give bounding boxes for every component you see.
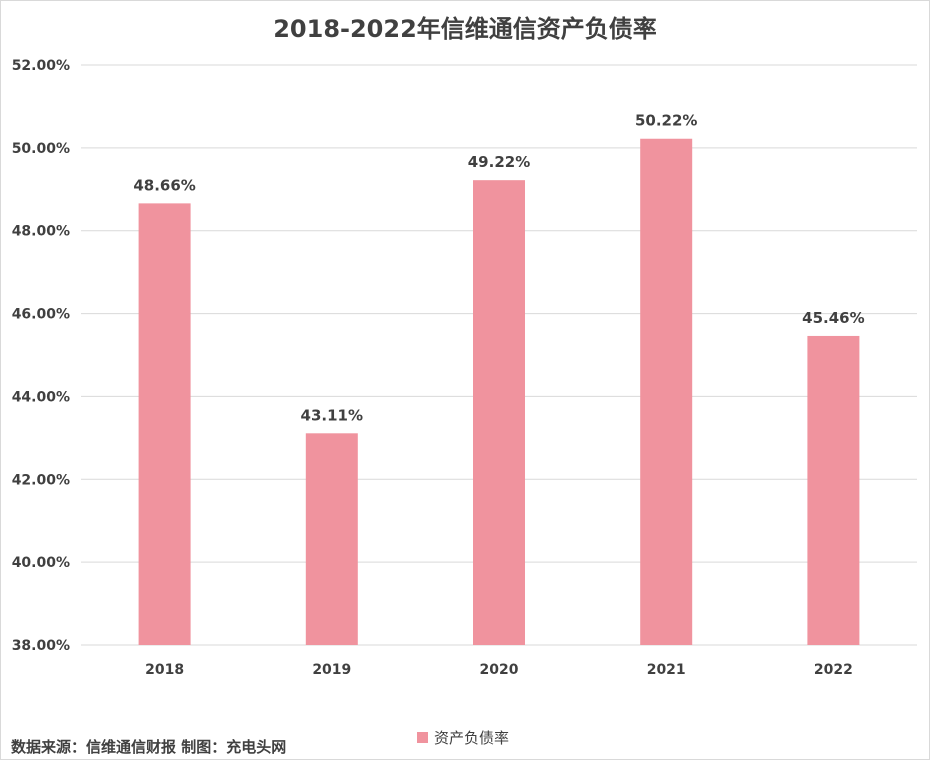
y-tick-label: 48.00% bbox=[12, 224, 70, 240]
bar bbox=[305, 433, 358, 645]
legend: 资产负债率 bbox=[417, 727, 509, 748]
bars bbox=[138, 138, 860, 645]
bar bbox=[138, 203, 191, 645]
data-labels: 48.66% 43.11% 49.22% 50.22% 45.46% bbox=[133, 112, 864, 425]
legend-swatch bbox=[417, 732, 428, 743]
y-tick-label: 40.00% bbox=[12, 555, 70, 571]
y-tick-label: 44.00% bbox=[12, 389, 70, 405]
x-tick-label: 2020 bbox=[480, 662, 519, 678]
y-tick-label: 42.00% bbox=[12, 472, 70, 488]
data-label: 48.66% bbox=[133, 176, 195, 194]
bar bbox=[473, 180, 525, 645]
x-axis-tick-labels: 2018 2019 2020 2021 2022 bbox=[145, 662, 853, 678]
x-tick-label: 2022 bbox=[814, 662, 853, 678]
data-label: 45.46% bbox=[802, 309, 864, 327]
source-note: 数据来源：信维通信财报 制图：充电头网 bbox=[11, 738, 287, 756]
bar bbox=[640, 138, 693, 645]
legend-label: 资产负债率 bbox=[434, 729, 510, 747]
y-tick-label: 38.00% bbox=[12, 638, 70, 654]
data-label: 49.22% bbox=[468, 153, 530, 171]
y-tick-label: 50.00% bbox=[12, 141, 70, 157]
data-label: 50.22% bbox=[635, 112, 697, 130]
bar bbox=[807, 335, 860, 645]
x-tick-label: 2019 bbox=[312, 662, 351, 678]
y-tick-label: 46.00% bbox=[12, 307, 70, 323]
y-tick-label: 52.00% bbox=[12, 58, 70, 74]
x-tick-label: 2018 bbox=[145, 662, 184, 678]
chart-title: 2018-2022年信维通信资产负债率 bbox=[273, 15, 657, 43]
x-tick-label: 2021 bbox=[647, 662, 686, 678]
data-label: 43.11% bbox=[301, 406, 363, 424]
y-axis-tick-labels: 38.00% 40.00% 42.00% 44.00% 46.00% 48.00% 50.0… bbox=[12, 58, 70, 654]
